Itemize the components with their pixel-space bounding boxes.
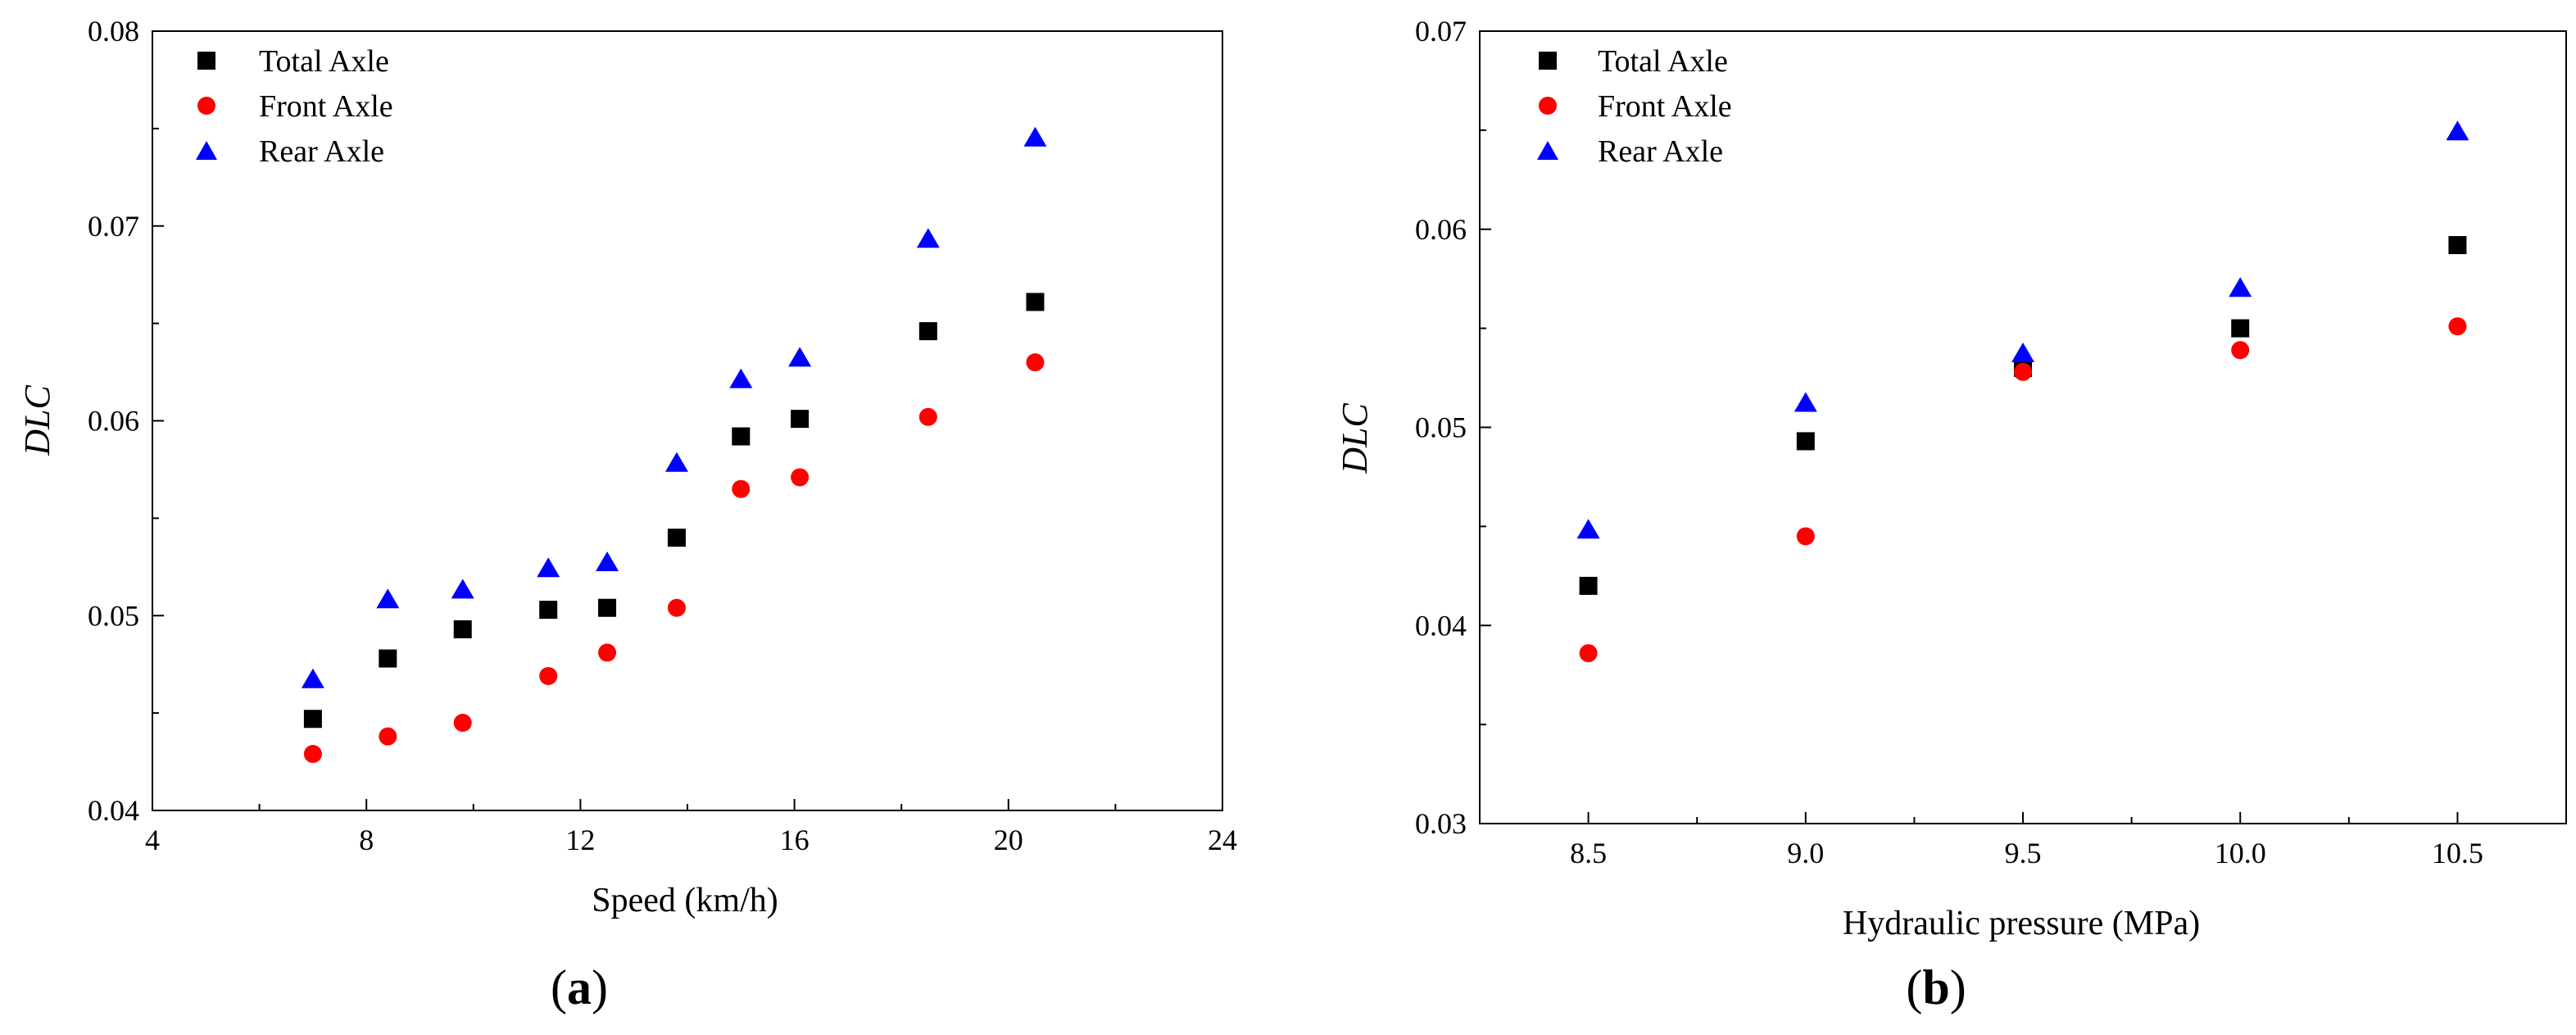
point-front-axle <box>732 479 751 498</box>
legend-a-marker-square <box>197 52 215 70</box>
point-front-axle <box>2448 317 2467 336</box>
point-front-axle <box>453 714 472 733</box>
point-front-axle <box>303 745 322 764</box>
x-tick-label-a: 24 <box>1208 824 1237 856</box>
x-axis-title-b: Hydraulic pressure (MPa) <box>1843 905 2200 942</box>
y-tick-label-b: 0.06 <box>1415 213 1467 246</box>
point-total-axle <box>667 529 686 547</box>
panel-label-a: (a) <box>551 960 608 1015</box>
point-rear-axle <box>729 368 753 388</box>
point-total-axle <box>1026 293 1045 311</box>
x-tick-label-a: 4 <box>145 824 160 856</box>
point-rear-axle <box>2011 343 2034 363</box>
legend-b-marker-circle <box>1539 97 1557 115</box>
point-front-axle <box>918 407 937 426</box>
legend-a: Total Axle Front Axle Rear Axle <box>196 44 393 169</box>
point-total-axle <box>791 410 810 429</box>
point-rear-axle <box>2446 120 2469 141</box>
point-front-axle <box>379 727 397 746</box>
legend-b-label-total: Total Axle <box>1598 44 1728 79</box>
point-front-axle <box>791 468 810 487</box>
x-tick-label-b: 9.5 <box>2005 837 2042 869</box>
point-rear-axle <box>596 552 619 572</box>
point-rear-axle <box>301 668 324 688</box>
y-tick-label-a: 0.08 <box>88 15 139 48</box>
point-rear-axle <box>916 228 940 248</box>
legend-a-label-total: Total Axle <box>259 44 389 79</box>
y-axis-title-a: DLC <box>17 385 57 456</box>
x-tick-label-a: 16 <box>780 824 810 856</box>
legend-b-marker-triangle <box>1537 141 1558 160</box>
ticks-b: 8.5 9.0 9.5 10.0 10.5 0.03 0.04 0.05 0.06 0.07 <box>1415 15 2483 869</box>
point-total-axle <box>303 710 322 729</box>
x-axis-title-a: Speed (km/h) <box>592 882 778 919</box>
points-b <box>1576 120 2469 663</box>
x-tick-label-b: 10.0 <box>2215 837 2266 869</box>
point-rear-axle <box>1794 392 1817 412</box>
point-front-axle <box>1579 644 1598 663</box>
y-tick-label-b: 0.05 <box>1415 411 1467 444</box>
point-front-axle <box>1026 353 1045 372</box>
point-total-axle <box>918 322 937 341</box>
legend-b-marker-square <box>1539 52 1557 70</box>
y-tick-label-a: 0.04 <box>88 794 139 827</box>
y-tick-label-a: 0.07 <box>88 210 139 243</box>
panel-label-b: (b) <box>1906 960 1966 1015</box>
y-tick-label-a: 0.05 <box>88 599 139 632</box>
ticks-a: 4 8 12 16 20 24 0.04 0.05 0.06 0.07 0.08 <box>88 15 1237 856</box>
point-front-axle <box>2014 362 2032 381</box>
point-total-axle <box>732 427 751 446</box>
legend-a-marker-circle <box>197 97 215 115</box>
x-tick-label-a: 20 <box>994 824 1023 856</box>
y-tick-label-a: 0.06 <box>88 405 139 438</box>
point-total-axle <box>539 601 558 620</box>
x-tick-label-a: 8 <box>359 824 374 856</box>
point-rear-axle <box>664 452 688 472</box>
point-rear-axle <box>451 579 474 599</box>
point-rear-axle <box>537 557 560 578</box>
point-front-axle <box>2231 341 2250 360</box>
y-axis-title-b: DLC <box>1335 403 1375 474</box>
points-a <box>301 126 1047 764</box>
legend-b-label-front: Front Axle <box>1598 89 1732 124</box>
point-rear-axle <box>788 347 812 367</box>
legend-a-label-front: Front Axle <box>259 89 393 124</box>
point-front-axle <box>1796 527 1815 546</box>
point-total-axle <box>1796 432 1815 451</box>
point-rear-axle <box>376 588 400 609</box>
point-front-axle <box>539 666 558 685</box>
legend-b: Total Axle Front Axle Rear Axle <box>1537 44 1732 169</box>
chart-panel-b: 8.5 9.0 9.5 10.0 10.5 0.03 0.04 0.05 0.06 0.07 To… <box>1335 15 2567 1015</box>
point-rear-axle <box>1023 126 1047 147</box>
y-tick-label-b: 0.03 <box>1415 807 1467 840</box>
x-tick-label-b: 10.5 <box>2432 837 2483 869</box>
legend-a-marker-triangle <box>196 141 217 160</box>
x-tick-label-b: 8.5 <box>1570 837 1607 869</box>
point-total-axle <box>453 620 472 638</box>
point-total-axle <box>2448 236 2467 255</box>
point-rear-axle <box>2229 277 2252 297</box>
point-total-axle <box>598 598 617 617</box>
x-tick-label-b: 9.0 <box>1787 837 1824 869</box>
point-total-axle <box>1579 576 1598 595</box>
point-total-axle <box>2231 319 2250 338</box>
point-rear-axle <box>1576 519 1600 539</box>
y-tick-label-b: 0.04 <box>1415 609 1467 642</box>
point-front-axle <box>598 643 617 662</box>
legend-b-label-rear: Rear Axle <box>1598 134 1723 169</box>
point-front-axle <box>667 598 686 617</box>
point-total-axle <box>379 649 397 668</box>
chart-panel-a: 4 8 12 16 20 24 0.04 0.05 0.06 0.07 0.08 Total Axl… <box>17 15 1237 1015</box>
y-tick-label-b: 0.07 <box>1415 15 1467 48</box>
legend-a-label-rear: Rear Axle <box>259 134 384 169</box>
x-tick-label-a: 12 <box>565 824 595 856</box>
